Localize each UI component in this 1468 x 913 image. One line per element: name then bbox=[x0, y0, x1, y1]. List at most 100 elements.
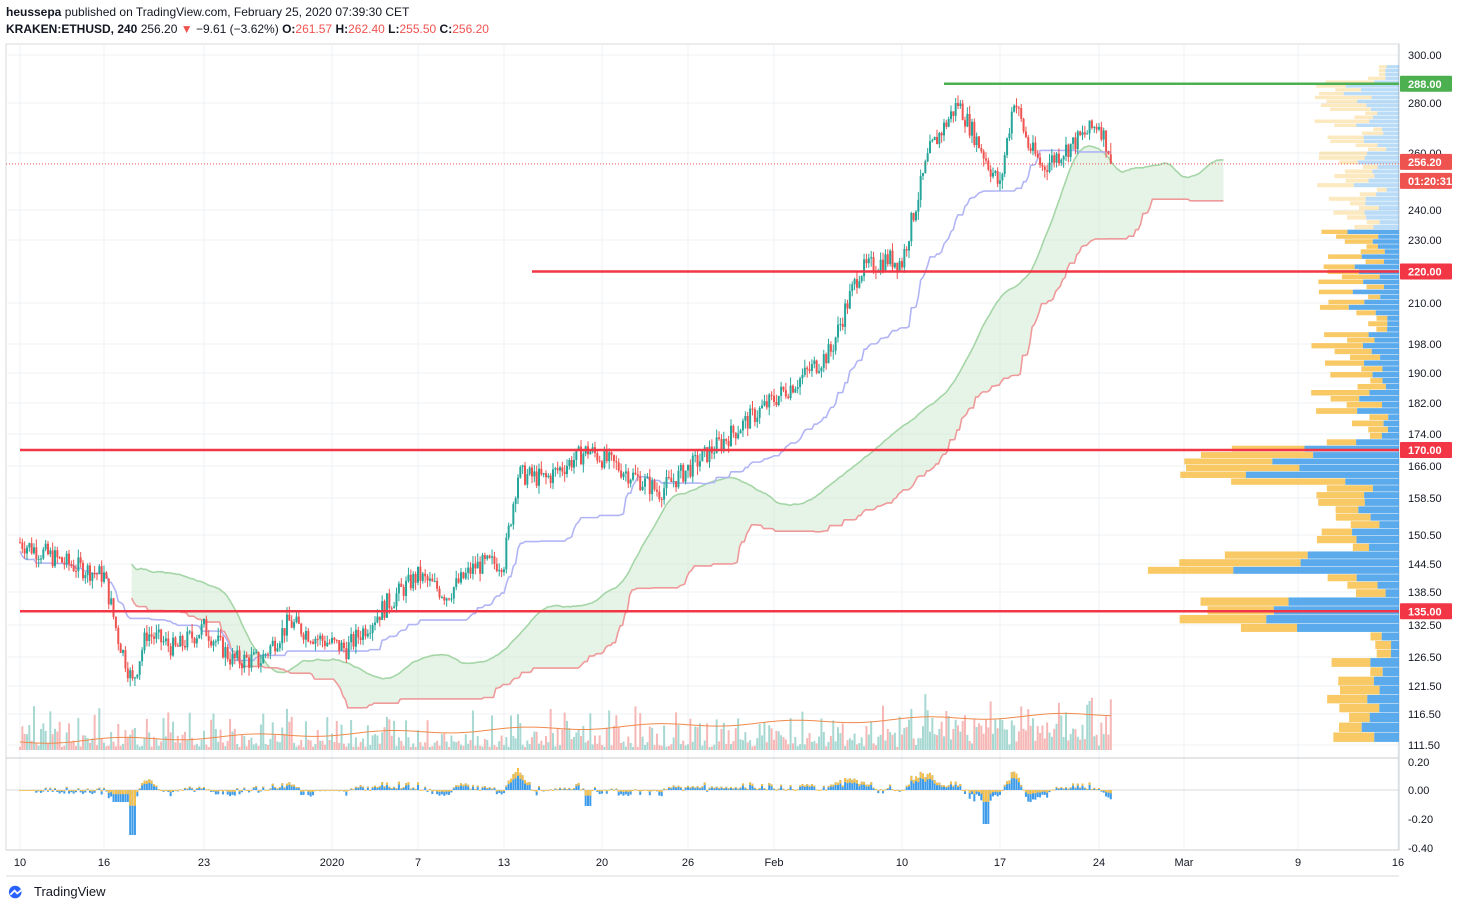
candle-body bbox=[35, 547, 38, 560]
osc-bar bbox=[145, 780, 148, 790]
volume-bar bbox=[765, 742, 768, 750]
osc-bar-top bbox=[464, 783, 467, 786]
vp-sell-bar bbox=[1316, 492, 1365, 499]
volume-bar bbox=[397, 737, 400, 750]
close-label: C: bbox=[439, 22, 453, 36]
volume-bar bbox=[629, 742, 632, 750]
candle-body bbox=[1039, 157, 1042, 165]
volume-bar bbox=[464, 734, 467, 750]
vp-buy-bar bbox=[1364, 492, 1399, 499]
osc-bar-top bbox=[919, 771, 922, 779]
candle-body bbox=[362, 628, 365, 640]
volume-bar bbox=[603, 746, 606, 750]
osc-bar bbox=[133, 790, 136, 835]
plot-frame bbox=[5, 43, 1400, 851]
candle bbox=[917, 192, 920, 220]
volume-bar bbox=[221, 742, 224, 750]
candle bbox=[195, 634, 198, 648]
osc-bar-top bbox=[407, 782, 410, 785]
vp-buy-bar bbox=[1368, 178, 1399, 183]
volume-bar bbox=[799, 744, 802, 750]
volume-bar bbox=[352, 746, 355, 750]
candle-body bbox=[891, 250, 894, 268]
osc-bar bbox=[493, 787, 496, 790]
symbol-label[interactable]: KRAKEN:ETHUSD, 240 bbox=[6, 22, 138, 36]
volume-bar bbox=[1093, 736, 1096, 750]
volume-bar bbox=[756, 738, 759, 750]
osc-bar bbox=[954, 781, 957, 790]
volume-bar bbox=[552, 733, 554, 750]
vp-sell-bar bbox=[1356, 310, 1376, 316]
osc-bar bbox=[262, 786, 265, 790]
footer-brand[interactable]: TradingView bbox=[8, 884, 106, 899]
volume-bar bbox=[493, 745, 496, 750]
candle-body bbox=[1069, 143, 1072, 158]
candle-body bbox=[922, 173, 924, 176]
osc-bar-top bbox=[542, 790, 545, 791]
osc-bar-top bbox=[594, 786, 596, 789]
candle bbox=[582, 451, 585, 473]
osc-bar-top bbox=[528, 782, 531, 785]
osc-bar-top bbox=[552, 790, 554, 791]
candle bbox=[417, 566, 419, 586]
volume-bar bbox=[252, 744, 255, 750]
candle-body bbox=[295, 616, 298, 623]
osc-bar bbox=[488, 787, 491, 790]
osc-bar-top bbox=[519, 772, 522, 779]
osc-bar-top bbox=[535, 790, 538, 792]
osc-bar-top bbox=[381, 782, 384, 785]
candle bbox=[648, 468, 651, 502]
osc-bar-top bbox=[495, 790, 498, 792]
candle-body bbox=[818, 371, 821, 373]
volume-bar bbox=[414, 746, 417, 750]
volume-bar bbox=[333, 742, 336, 750]
osc-bar-top bbox=[179, 789, 182, 791]
candle bbox=[549, 473, 552, 489]
candle-body bbox=[245, 654, 248, 658]
candle-body bbox=[285, 614, 288, 636]
candle bbox=[233, 652, 236, 665]
candle-body bbox=[1060, 159, 1063, 164]
osc-bar-top bbox=[945, 786, 948, 788]
candle bbox=[495, 557, 498, 573]
vp-sell-bar bbox=[1354, 115, 1373, 119]
osc-bar-top bbox=[782, 788, 785, 790]
candle-body bbox=[667, 476, 670, 478]
volume-bar bbox=[467, 743, 470, 750]
osc-bar-top bbox=[153, 784, 155, 787]
volume-bar bbox=[431, 746, 434, 750]
osc-bar-top bbox=[1057, 788, 1060, 790]
osc-bar bbox=[753, 787, 756, 790]
osc-bar bbox=[388, 786, 391, 790]
osc-bar bbox=[931, 775, 934, 790]
osc-bar-top bbox=[340, 789, 343, 791]
osc-bar-top bbox=[851, 779, 854, 784]
vp-buy-bar bbox=[1300, 559, 1399, 567]
osc-bar bbox=[510, 778, 512, 790]
volume-bar bbox=[978, 723, 980, 750]
candle bbox=[749, 404, 752, 429]
osc-bar bbox=[393, 786, 396, 790]
candle-body bbox=[476, 561, 479, 569]
candle bbox=[889, 248, 892, 267]
osc-bar bbox=[839, 780, 842, 790]
vp-sell-bar bbox=[1323, 264, 1355, 269]
vp-sell-bar bbox=[1316, 84, 1346, 88]
osc-bar-top bbox=[870, 782, 873, 785]
candle bbox=[226, 644, 229, 662]
volume-bar bbox=[126, 737, 129, 750]
tradingview-logo-icon bbox=[8, 885, 26, 898]
osc-bar bbox=[103, 787, 105, 790]
publisher-name[interactable]: heussepa bbox=[6, 5, 62, 19]
osc-bar-top bbox=[929, 772, 931, 779]
osc-bar-top bbox=[462, 784, 465, 787]
candle bbox=[431, 573, 434, 582]
candle bbox=[290, 615, 293, 629]
candle bbox=[70, 560, 73, 568]
volume-bar bbox=[720, 729, 723, 750]
vp-buy-bar bbox=[1383, 420, 1399, 427]
candle bbox=[274, 636, 277, 656]
osc-bar-top bbox=[105, 790, 108, 791]
candle-body bbox=[853, 279, 856, 285]
